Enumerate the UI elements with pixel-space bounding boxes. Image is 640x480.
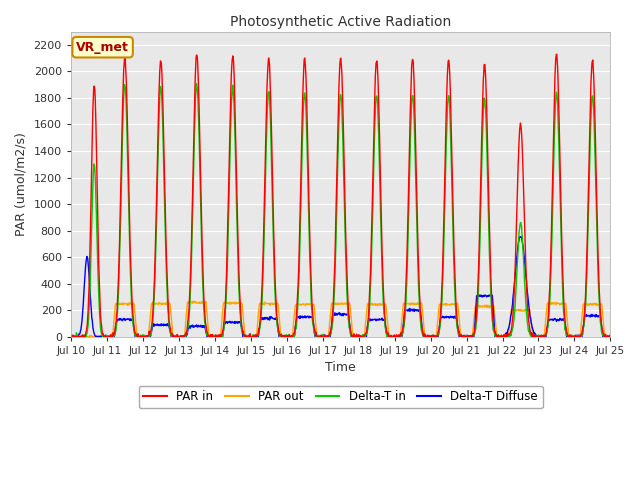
PAR in	[248, 334, 255, 340]
Line: PAR out: PAR out	[71, 301, 611, 337]
PAR out	[248, 334, 256, 340]
Text: VR_met: VR_met	[76, 41, 129, 54]
Delta-T in	[425, 334, 433, 340]
Delta-T Diffuse	[187, 323, 195, 329]
PAR out	[68, 334, 76, 340]
Delta-T in	[248, 334, 255, 340]
Y-axis label: PAR (umol/m2/s): PAR (umol/m2/s)	[15, 132, 28, 236]
Delta-T Diffuse	[424, 334, 432, 339]
Delta-T Diffuse	[543, 329, 550, 335]
Delta-T in	[607, 334, 614, 340]
X-axis label: Time: Time	[325, 361, 356, 374]
PAR in	[495, 334, 503, 340]
Line: Delta-T in: Delta-T in	[71, 84, 611, 337]
PAR out	[189, 299, 197, 304]
Delta-T in	[543, 330, 550, 336]
Delta-T in	[495, 334, 503, 340]
PAR out	[607, 334, 614, 340]
Legend: PAR in, PAR out, Delta-T in, Delta-T Diffuse: PAR in, PAR out, Delta-T in, Delta-T Dif…	[139, 385, 543, 408]
PAR in	[67, 334, 75, 339]
PAR in	[174, 334, 182, 340]
Delta-T in	[174, 334, 182, 340]
Delta-T in	[193, 81, 200, 86]
Delta-T Diffuse	[174, 334, 182, 340]
PAR in	[552, 51, 560, 57]
Delta-T Diffuse	[495, 334, 502, 339]
PAR out	[495, 334, 503, 339]
Line: PAR in: PAR in	[71, 54, 611, 337]
PAR in	[543, 326, 550, 332]
Title: Photosynthetic Active Radiation: Photosynthetic Active Radiation	[230, 15, 451, 29]
PAR out	[67, 334, 75, 339]
Delta-T Diffuse	[607, 334, 614, 339]
PAR out	[543, 302, 551, 308]
Delta-T in	[67, 334, 75, 340]
Line: Delta-T Diffuse: Delta-T Diffuse	[71, 237, 611, 337]
Delta-T Diffuse	[248, 334, 255, 340]
PAR in	[425, 334, 433, 340]
Delta-T Diffuse	[67, 334, 75, 340]
PAR in	[607, 333, 614, 339]
Delta-T in	[187, 278, 195, 284]
Delta-T Diffuse	[517, 234, 525, 240]
PAR out	[174, 334, 182, 340]
PAR in	[67, 334, 75, 340]
PAR in	[188, 247, 195, 252]
PAR out	[188, 299, 195, 305]
PAR out	[425, 334, 433, 340]
